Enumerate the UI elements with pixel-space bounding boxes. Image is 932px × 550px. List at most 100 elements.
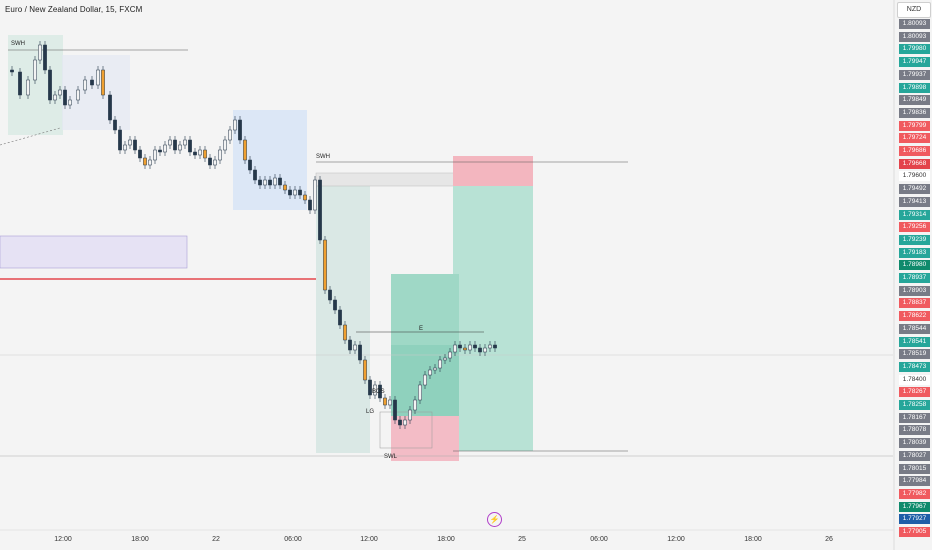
price-label: 1.79836 — [899, 107, 930, 118]
candle-body — [83, 79, 87, 91]
candle-body — [428, 369, 432, 376]
candle-body — [328, 289, 332, 301]
candle-body — [353, 344, 357, 351]
price-label: 1.79947 — [899, 57, 930, 68]
candle-body — [63, 89, 67, 106]
candle-body — [333, 299, 337, 311]
candle-body — [158, 149, 162, 153]
candle-body — [323, 239, 327, 291]
candle-body — [18, 71, 22, 96]
candle-body — [163, 144, 167, 153]
price-label: 1.78027 — [899, 450, 930, 461]
candle-body — [488, 344, 492, 349]
price-label: 1.78267 — [899, 387, 930, 398]
candle-body — [458, 344, 462, 349]
candle-body — [348, 339, 352, 351]
candle-body — [418, 384, 422, 401]
price-label: 1.79600 — [899, 171, 930, 182]
price-label: 1.79413 — [899, 196, 930, 207]
candle-body — [233, 119, 237, 131]
candle-body — [253, 169, 257, 181]
price-label: 1.79686 — [899, 146, 930, 156]
lightning-icon[interactable]: ⚡ — [487, 512, 502, 527]
price-label: 1.79799 — [899, 120, 930, 131]
candle-body — [368, 379, 372, 396]
candle-body — [76, 89, 80, 101]
candle-body — [123, 144, 127, 151]
candle-body — [58, 89, 62, 96]
candle-body — [473, 344, 477, 349]
price-label: 1.78903 — [899, 285, 930, 296]
candle-body — [228, 129, 232, 141]
candle-body — [243, 139, 247, 161]
candle-body — [443, 357, 447, 361]
candle-body — [138, 149, 142, 159]
candle-body — [53, 94, 57, 101]
takeprofit-zone — [453, 186, 533, 451]
time-tick: 18:00 — [744, 536, 762, 543]
price-label: 1.79256 — [899, 222, 930, 233]
candle-body — [433, 367, 437, 371]
price-label: 1.79668 — [899, 158, 930, 169]
candle-body — [143, 157, 147, 166]
candle-body — [478, 347, 482, 353]
candle-body — [108, 94, 112, 121]
candle-body — [128, 139, 132, 146]
lg-box — [379, 411, 433, 449]
price-label: 1.77905 — [899, 527, 930, 537]
candle-body — [423, 374, 427, 386]
candle-body — [388, 399, 392, 406]
candle-body — [298, 189, 302, 196]
candle-body — [208, 157, 212, 166]
candle-body — [398, 419, 402, 426]
time-tick: 12:00 — [667, 536, 685, 543]
time-tick: 25 — [518, 536, 526, 543]
price-label: 1.79849 — [899, 95, 930, 106]
swh-label-right: SWH — [316, 154, 330, 160]
time-tick: 26 — [825, 536, 833, 543]
candle-body — [308, 199, 312, 211]
time-tick: 18:00 — [437, 536, 455, 543]
candle-body — [258, 179, 262, 186]
candle-body — [68, 99, 72, 106]
price-label: 1.79898 — [899, 82, 930, 93]
demand-zone-left — [8, 35, 63, 135]
price-label: 1.78473 — [899, 361, 930, 372]
time-tick: 22 — [212, 536, 220, 543]
price-label: 1.78837 — [899, 298, 930, 309]
price-label: 1.78078 — [899, 425, 930, 436]
candle-body — [338, 309, 342, 326]
price-label: 1.79980 — [899, 44, 930, 55]
candle-body — [293, 189, 297, 196]
candle-body — [288, 189, 292, 196]
candle-body — [198, 149, 202, 156]
price-label: 1.79183 — [899, 247, 930, 258]
candle-body — [313, 179, 317, 211]
price-label: 1.80093 — [899, 31, 930, 42]
currency-button[interactable]: NZD — [897, 2, 931, 18]
candle-body — [273, 177, 277, 186]
candles-group — [10, 41, 497, 429]
price-label: 1.78039 — [899, 438, 930, 449]
candle-body — [438, 359, 442, 369]
time-tick: 12:00 — [360, 536, 378, 543]
candle-body — [373, 384, 377, 396]
swh-label-left: SWH — [11, 41, 25, 47]
candle-body — [343, 324, 347, 341]
price-label: 1.77984 — [899, 476, 930, 487]
candle-body — [383, 397, 387, 406]
candle-body — [178, 144, 182, 151]
price-label: 1.78544 — [899, 323, 930, 334]
price-label: 1.79492 — [899, 184, 930, 195]
price-label: 1.80093 — [899, 19, 930, 29]
chart-title[interactable]: Euro / New Zealand Dollar, 15, FXCM — [5, 5, 143, 14]
candle-body — [358, 344, 362, 361]
candle-body — [463, 347, 467, 351]
candle-body — [218, 149, 222, 161]
price-label: 1.78519 — [899, 349, 930, 360]
stoploss-zone — [453, 156, 533, 186]
lg-label: LG — [366, 409, 374, 415]
candle-body — [101, 69, 105, 96]
